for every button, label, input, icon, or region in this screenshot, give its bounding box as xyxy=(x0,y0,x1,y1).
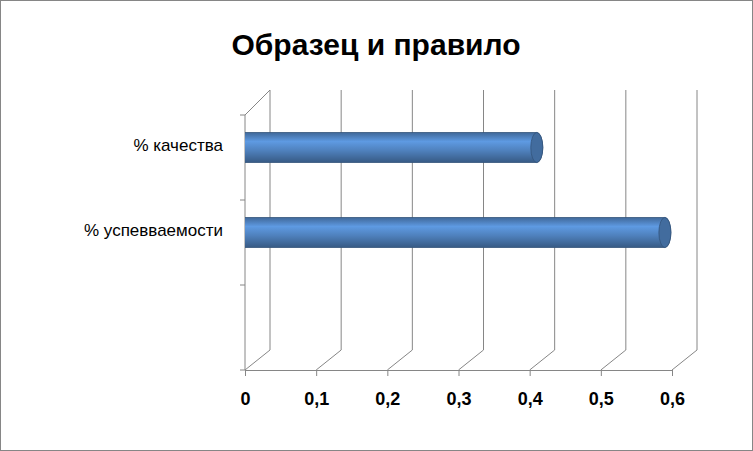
bar xyxy=(245,218,671,248)
x-tick: 0,4 xyxy=(518,370,543,409)
x-tick-mark xyxy=(530,370,531,376)
x-tick: 0,3 xyxy=(446,370,471,409)
y-tick-label: % успевваемости xyxy=(84,221,223,240)
x-axis: 0 0,1 0,2 0,3 0,4 0,5 0,6 xyxy=(240,370,685,409)
y-tick-labels: % качества % успевваемости xyxy=(84,136,224,240)
chart: Образец и правило % качества % успевваемос… xyxy=(0,0,753,451)
title: Образец и правило xyxy=(232,28,521,61)
bar-body xyxy=(245,218,671,248)
x-tick-label: 0,2 xyxy=(375,389,400,409)
x-tick-label: 0,6 xyxy=(660,389,685,409)
y-tick-label: % качества xyxy=(133,136,223,155)
y-tick: % успевваемости xyxy=(84,221,223,240)
bar xyxy=(245,133,543,163)
y-tick: % качества xyxy=(133,136,223,155)
y-tick-mark xyxy=(240,285,245,286)
x-tick-label: 0,5 xyxy=(589,389,614,409)
y-tick-mark xyxy=(240,370,245,371)
bar-body xyxy=(245,133,543,163)
bar-cap xyxy=(531,133,543,163)
bars xyxy=(245,133,671,248)
x-tick-mark xyxy=(672,370,673,376)
x-tick: 0,5 xyxy=(589,370,614,409)
x-tick-label: 0 xyxy=(240,389,250,409)
x-tick-label: 0,1 xyxy=(304,389,329,409)
grid-line xyxy=(672,90,697,370)
x-tick: 0,1 xyxy=(304,370,329,409)
x-tick-mark xyxy=(387,370,388,376)
x-tick-mark xyxy=(459,370,460,376)
x-tick-label: 0,4 xyxy=(518,389,543,409)
x-axis-line xyxy=(246,371,673,377)
x-tick-mark xyxy=(601,370,602,376)
x-tick-label: 0,3 xyxy=(446,389,471,409)
chart-frame xyxy=(1,1,753,451)
y-tick-mark xyxy=(240,200,245,201)
x-tick-mark xyxy=(245,370,246,376)
x-tick: 0 xyxy=(240,370,250,409)
bar-cap xyxy=(659,218,671,248)
x-tick: 0,2 xyxy=(375,370,400,409)
x-tick: 0,6 xyxy=(660,370,685,409)
x-tick-mark xyxy=(316,370,317,376)
y-tick-mark xyxy=(240,115,245,116)
